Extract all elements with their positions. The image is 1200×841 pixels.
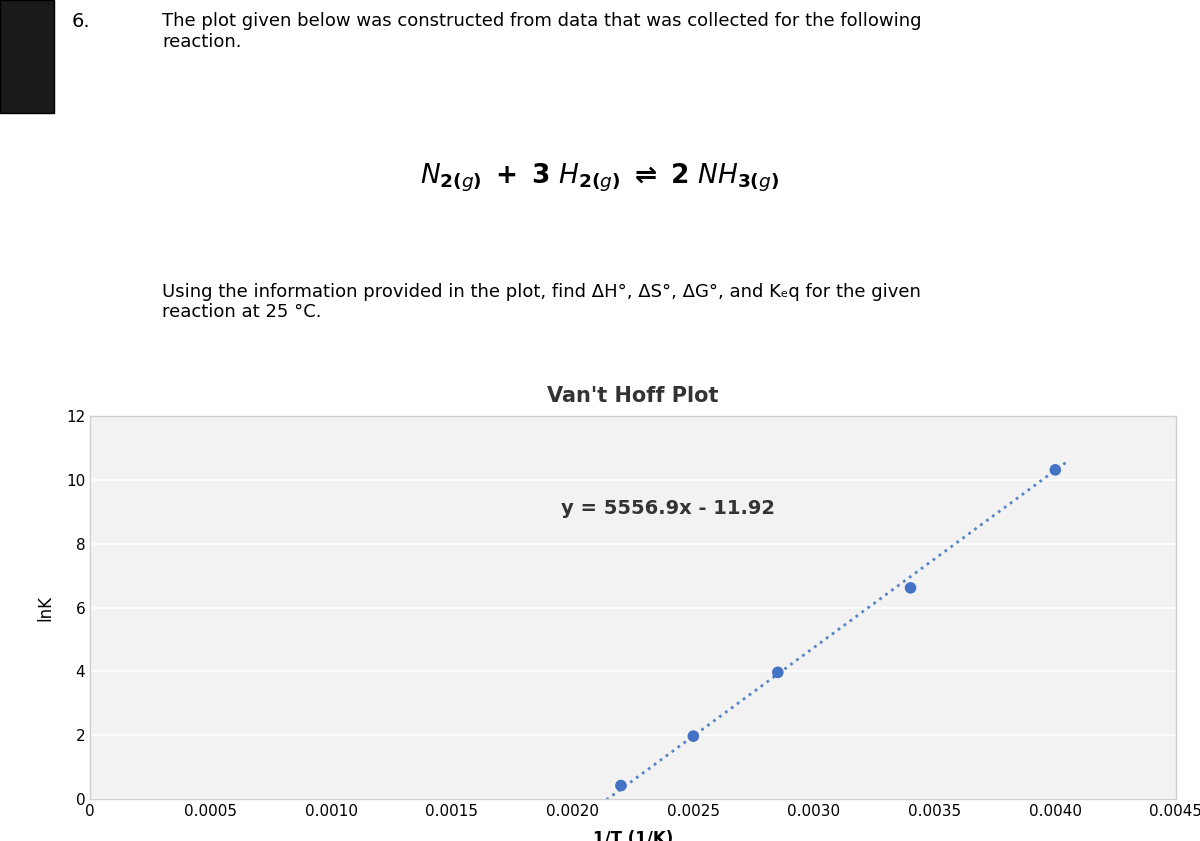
- FancyBboxPatch shape: [0, 0, 54, 113]
- Text: $\mathbf{\it{N}}$$\mathbf{_{2(\mathit{g})}}$$\mathbf{\ +\ 3\ }$$\mathbf{\it{H}}$: $\mathbf{\it{N}}$$\mathbf{_{2(\mathit{g}…: [420, 161, 780, 193]
- Point: [768, 665, 787, 679]
- Text: Using the information provided in the plot, find ΔH°, ΔS°, ΔG°, and Kₑq for the : Using the information provided in the pl…: [162, 283, 920, 321]
- Y-axis label: lnK: lnK: [37, 595, 55, 621]
- Point: [1045, 463, 1064, 477]
- Text: y = 5556.9x - 11.92: y = 5556.9x - 11.92: [560, 500, 775, 518]
- X-axis label: 1/T (1/K): 1/T (1/K): [593, 830, 673, 841]
- Point: [901, 581, 920, 595]
- Title: Van't Hoff Plot: Van't Hoff Plot: [547, 386, 719, 406]
- Point: [611, 779, 630, 792]
- Text: The plot given below was constructed from data that was collected for the follow: The plot given below was constructed fro…: [162, 12, 922, 51]
- Text: 6.: 6.: [72, 12, 91, 31]
- Point: [684, 729, 703, 743]
